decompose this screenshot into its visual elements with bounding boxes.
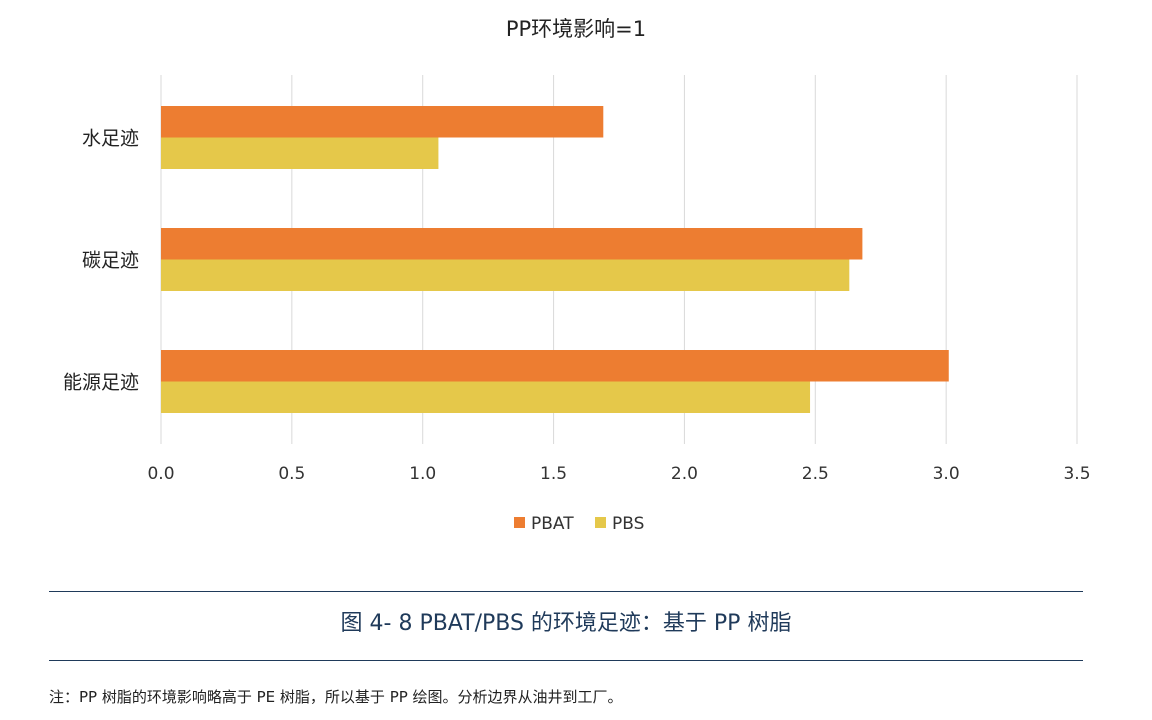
x-tick-label: 0.5: [278, 464, 305, 484]
legend: PBAT PBS: [514, 514, 644, 534]
legend-swatch: [595, 517, 606, 528]
legend-label: PBS: [612, 514, 644, 534]
legend-label: PBAT: [531, 514, 574, 534]
bar-pbs: [161, 259, 850, 291]
bar-pbat: [161, 228, 863, 260]
x-tick-labels: 0.0 0.5 1.0 1.5 2.0 2.5 3.0 3.5: [147, 464, 1090, 484]
category-label: 水足迹: [82, 128, 139, 150]
category-label: 能源足迹: [63, 372, 139, 394]
figure-caption: 图 4- 8 PBAT/PBS 的环境足迹：基于 PP 树脂: [340, 611, 792, 636]
x-tick-label: 0.0: [147, 464, 174, 484]
bars: [161, 106, 949, 413]
x-tick-label: 1.5: [540, 464, 567, 484]
chart-title: PP环境影响=1: [506, 17, 646, 41]
category-label: 碳足迹: [82, 250, 139, 272]
x-tick-label: 2.5: [802, 464, 829, 484]
caption-bottom-rule: [49, 660, 1083, 661]
bar-pbat: [161, 106, 604, 138]
x-tick-label: 3.5: [1063, 464, 1090, 484]
bar-pbs: [161, 381, 811, 413]
bar-pbat: [161, 350, 949, 382]
x-tick-label: 3.0: [933, 464, 960, 484]
x-tick-label: 2.0: [671, 464, 698, 484]
legend-swatch: [514, 517, 525, 528]
bar-pbs: [161, 137, 439, 169]
caption-top-rule: [49, 591, 1083, 592]
x-tick-label: 1.0: [409, 464, 436, 484]
figure-note: 注：PP 树脂的环境影响略高于 PE 树脂，所以基于 PP 绘图。分析边界从油井…: [49, 688, 623, 706]
